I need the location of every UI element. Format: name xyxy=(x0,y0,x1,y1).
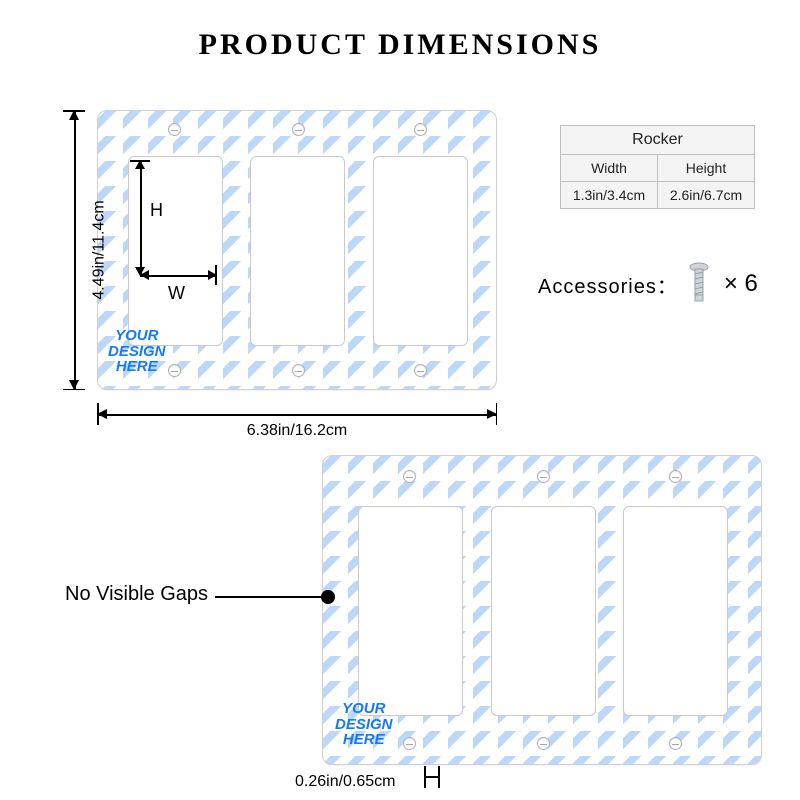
rocker-width-header: Width xyxy=(561,155,658,182)
rocker-width-value: 1.3in/3.4cm xyxy=(561,182,658,209)
rocker-cutout xyxy=(491,506,596,716)
accessories-row: Accessories： × 6 xyxy=(538,262,758,306)
height-dimension-label: 4.49in/11.4cm xyxy=(91,200,109,299)
rocker-cutout xyxy=(358,506,463,716)
rocker-cutout xyxy=(250,156,345,346)
w-marker-label: W xyxy=(168,283,185,304)
screw-icon xyxy=(403,737,416,750)
rocker-cutout xyxy=(623,506,728,716)
screw-icon xyxy=(403,470,416,483)
design-line3: HERE xyxy=(343,731,385,748)
your-design-here-label: YOUR DESIGN HERE xyxy=(108,328,166,375)
screw-icon xyxy=(168,364,181,377)
screw-icon xyxy=(168,123,181,136)
thickness-dimension-bracket xyxy=(420,766,450,788)
screw-accessory-icon xyxy=(688,262,710,306)
cutout-hw-dimension: H W xyxy=(130,160,220,330)
rocker-dimensions-table: Rocker Width Height 1.3in/3.4cm 2.6in/6.… xyxy=(560,125,755,209)
screw-icon xyxy=(292,123,305,136)
no-visible-gaps-label: No Visible Gaps xyxy=(65,583,208,606)
callout-leader-line xyxy=(215,596,325,598)
rocker-height-value: 2.6in/6.7cm xyxy=(658,182,755,209)
rocker-table-title: Rocker xyxy=(561,126,755,155)
design-line3: HERE xyxy=(116,358,158,375)
accessories-label: Accessories： xyxy=(538,270,678,299)
screw-icon xyxy=(292,364,305,377)
callout-leader-dot xyxy=(321,590,335,604)
design-line2: DESIGN xyxy=(335,716,393,733)
design-line1: YOUR xyxy=(342,700,385,717)
screw-icon xyxy=(669,470,682,483)
thickness-dimension-label: 0.26in/0.65cm xyxy=(295,773,396,791)
screw-icon xyxy=(414,123,427,136)
design-line2: DESIGN xyxy=(108,343,166,360)
your-design-here-label: YOUR DESIGN HERE xyxy=(335,701,393,748)
width-dimension: 6.38in/16.2cm xyxy=(97,400,497,430)
page-title: PRODUCT DIMENSIONS xyxy=(0,28,800,62)
screw-icon xyxy=(537,737,550,750)
rocker-height-header: Height xyxy=(658,155,755,182)
rocker-cutout xyxy=(373,156,468,346)
screw-icon xyxy=(414,364,427,377)
h-marker-label: H xyxy=(150,200,163,221)
wall-plate-bottom: YOUR DESIGN HERE xyxy=(322,455,762,765)
accessories-count: × 6 xyxy=(724,270,758,298)
screw-icon xyxy=(669,737,682,750)
width-dimension-label: 6.38in/16.2cm xyxy=(97,422,497,440)
screw-icon xyxy=(537,470,550,483)
height-dimension: 4.49in/11.4cm xyxy=(60,110,90,390)
